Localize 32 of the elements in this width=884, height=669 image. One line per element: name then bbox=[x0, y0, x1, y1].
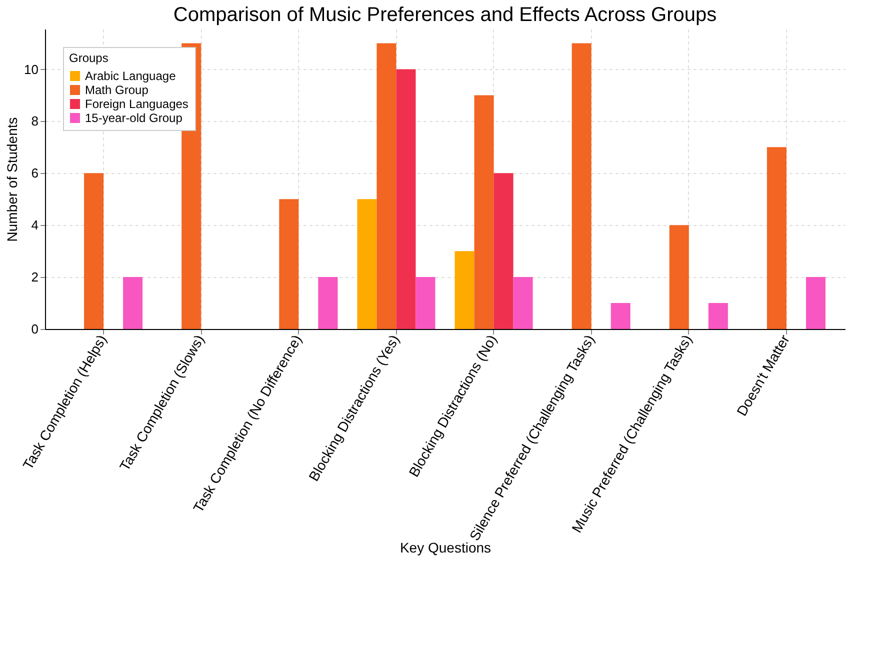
bar bbox=[513, 277, 533, 329]
bar bbox=[669, 225, 689, 329]
bar bbox=[416, 277, 436, 329]
y-tick-label: 4 bbox=[31, 218, 38, 233]
chart-title: Comparison of Music Preferences and Effects Across Groups bbox=[173, 4, 717, 26]
y-tick-label: 10 bbox=[24, 62, 38, 77]
bar bbox=[494, 173, 514, 329]
y-tick-label: 2 bbox=[31, 270, 38, 285]
y-tick-label: 0 bbox=[31, 322, 38, 336]
bar bbox=[766, 147, 786, 329]
bar bbox=[454, 251, 474, 329]
bar bbox=[84, 173, 104, 329]
legend-label: Math Group bbox=[85, 83, 149, 97]
bar bbox=[376, 43, 396, 329]
bar bbox=[318, 277, 338, 329]
bar bbox=[474, 95, 494, 329]
bar bbox=[806, 277, 826, 329]
bar bbox=[123, 277, 143, 329]
x-axis-title: Key Questions bbox=[400, 540, 492, 556]
legend-label: Foreign Languages bbox=[85, 97, 188, 111]
bar bbox=[708, 303, 728, 329]
y-axis-title: Number of Students bbox=[4, 117, 20, 242]
legend-label: Arabic Language bbox=[85, 69, 176, 83]
y-tick-label: 8 bbox=[31, 114, 38, 129]
bar bbox=[572, 43, 592, 329]
bar bbox=[357, 199, 377, 329]
legend-label: 15-year-old Group bbox=[85, 111, 183, 125]
y-tick-label: 6 bbox=[31, 166, 38, 181]
legend-title: Groups bbox=[69, 51, 108, 65]
bar bbox=[396, 69, 416, 329]
bar bbox=[610, 303, 630, 329]
bar bbox=[279, 199, 299, 329]
